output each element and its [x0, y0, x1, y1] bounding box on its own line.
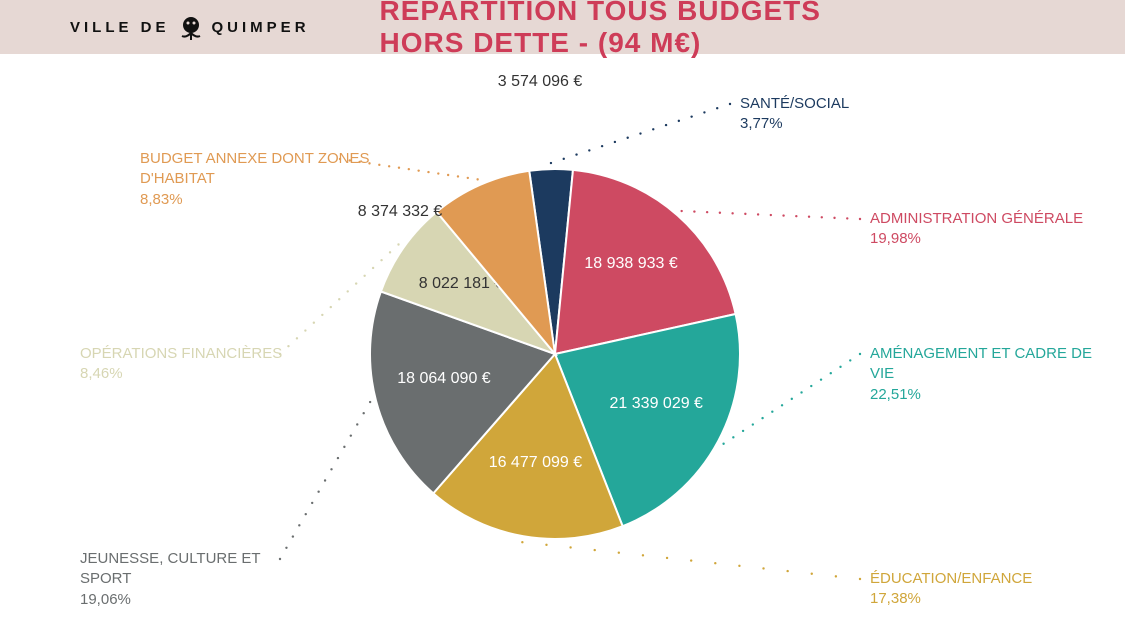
- slice-label: OPÉRATIONS FINANCIÈRES8,46%: [80, 344, 282, 385]
- logo-emblem-icon: [176, 12, 206, 42]
- logo-text-left: VILLE DE: [70, 19, 170, 36]
- city-logo: VILLE DE QUIMPER: [70, 12, 310, 42]
- title-line-1: RÉPARTITION TOUS BUDGETS: [380, 0, 821, 27]
- slice-label: AMÉNAGEMENT ET CADRE DE VIE22,51%: [870, 344, 1100, 405]
- logo-text-right: QUIMPER: [212, 19, 310, 36]
- slice-label: ADMINISTRATION GÉNÉRALE19,98%: [870, 209, 1083, 250]
- pie-chart: 3 574 096 € 18 938 933 € 21 339 029 € 16 47…: [0, 54, 1125, 630]
- slice-value: 8 374 332 €: [358, 203, 443, 220]
- slice-value: 3 574 096 €: [498, 73, 583, 90]
- slice-value: 18 064 090 €: [397, 370, 491, 387]
- slice-value: 21 339 029 €: [610, 395, 704, 412]
- slice-label: SANTÉ/SOCIAL3,77%: [740, 94, 849, 135]
- page-title: RÉPARTITION TOUS BUDGETS HORS DETTE - (9…: [380, 0, 821, 59]
- slice-label: ÉDUCATION/ENFANCE17,38%: [870, 569, 1032, 610]
- slice-label: JEUNESSE, CULTURE ET SPORT19,06%: [80, 549, 310, 610]
- header-bar: VILLE DE QUIMPER RÉPARTITION TOUS BUDGET…: [0, 0, 1125, 54]
- slice-value: 16 477 099 €: [489, 454, 583, 471]
- slice-label: BUDGET ANNEXE DONT ZONES D'HABITAT8,83%: [140, 149, 370, 210]
- slice-value: 18 938 933 €: [584, 255, 678, 272]
- pie-svg: 3 574 096 € 18 938 933 € 21 339 029 € 16 47…: [0, 54, 1125, 630]
